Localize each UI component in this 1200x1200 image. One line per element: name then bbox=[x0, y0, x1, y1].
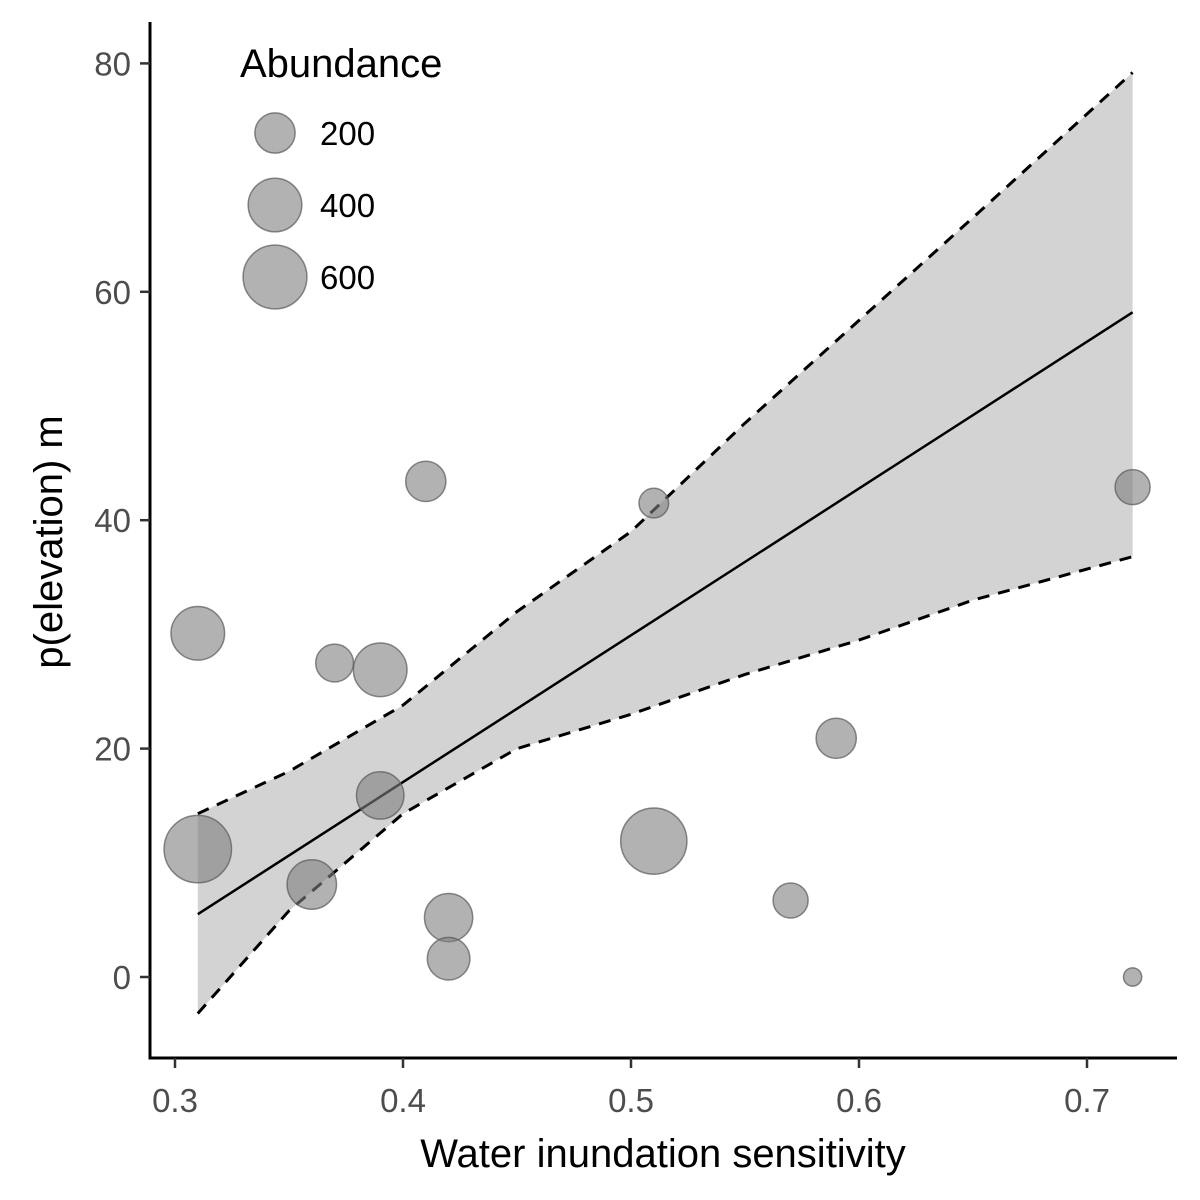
legend-key bbox=[247, 177, 303, 233]
y-tick-label: 0 bbox=[113, 959, 131, 996]
points-layer bbox=[163, 460, 1151, 987]
data-point bbox=[619, 807, 688, 875]
confidence-band bbox=[197, 72, 1133, 1014]
legend-key bbox=[242, 244, 308, 310]
data-point bbox=[170, 605, 226, 661]
y-axis-title: p(elevation) m bbox=[27, 415, 71, 668]
y-tick-label: 40 bbox=[94, 502, 131, 539]
legend-key bbox=[254, 112, 296, 154]
data-point bbox=[426, 936, 471, 981]
legend: Abundance 200 400 600 bbox=[240, 42, 442, 310]
data-point bbox=[314, 643, 355, 683]
data-point bbox=[423, 892, 474, 943]
legend-label: 400 bbox=[320, 187, 375, 224]
data-point bbox=[772, 882, 809, 919]
x-tick-label: 0.7 bbox=[1064, 1082, 1110, 1119]
fit-line bbox=[197, 311, 1134, 916]
y-tick-label: 80 bbox=[94, 45, 131, 82]
data-point bbox=[163, 814, 233, 884]
axes-layer: 0.3 0.4 0.5 0.6 0.7 0 20 40 60 80 bbox=[94, 22, 1177, 1119]
legend-label: 600 bbox=[320, 259, 375, 296]
data-point bbox=[815, 717, 858, 760]
data-point bbox=[1122, 967, 1143, 987]
y-tick-label: 20 bbox=[94, 731, 131, 768]
legend-title: Abundance bbox=[240, 42, 442, 86]
x-tick-label: 0.4 bbox=[380, 1082, 426, 1119]
y-tick-label: 60 bbox=[94, 274, 131, 311]
x-tick-label: 0.5 bbox=[608, 1082, 654, 1119]
upper-confidence-line bbox=[197, 71, 1134, 816]
x-tick-label: 0.6 bbox=[836, 1082, 882, 1119]
data-point bbox=[1114, 468, 1151, 506]
data-point bbox=[638, 487, 670, 519]
data-point bbox=[404, 460, 447, 503]
legend-label: 200 bbox=[320, 115, 375, 152]
data-point bbox=[352, 642, 408, 698]
confidence-band-layer bbox=[196, 71, 1134, 1015]
x-axis-title: Water inundation sensitivity bbox=[420, 1132, 905, 1176]
data-point bbox=[286, 859, 338, 910]
x-tick-label: 0.3 bbox=[152, 1082, 198, 1119]
data-point bbox=[355, 770, 405, 820]
